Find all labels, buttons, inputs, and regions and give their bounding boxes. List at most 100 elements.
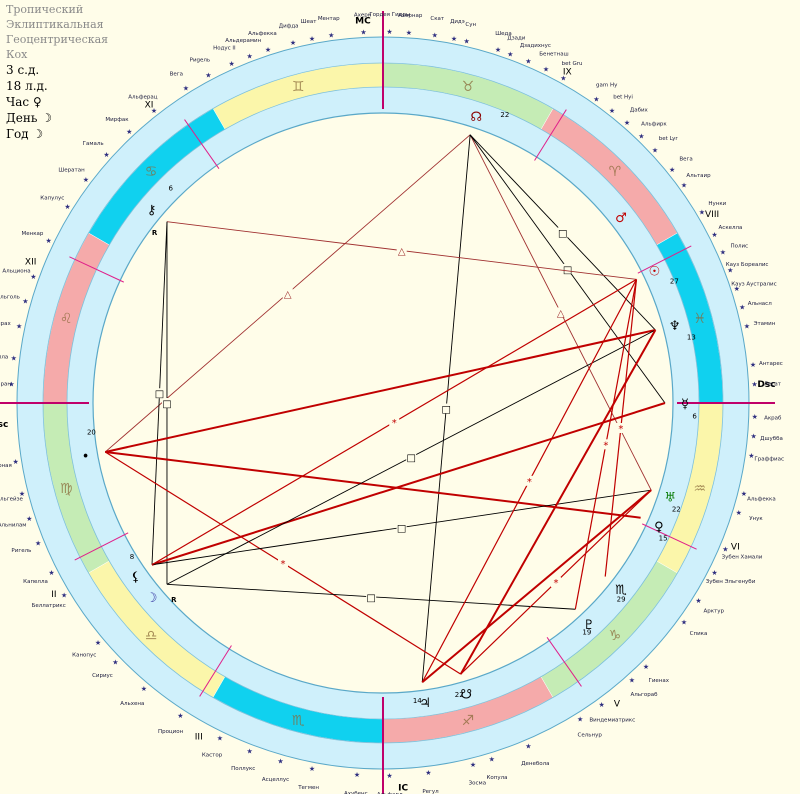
star-mark: ★ [669, 166, 675, 174]
star-label: Кастор [202, 753, 223, 759]
star-mark: ★ [183, 85, 189, 93]
star-label: Полярная [0, 463, 12, 469]
star-mark: ★ [752, 413, 758, 421]
house-cusps: AscIIIIIICVVIDscVIIIIXMCXIXII [0, 11, 776, 794]
star-label: Дшубба [760, 436, 783, 442]
star-mark: ★ [11, 355, 17, 363]
house-label-ic: IC [398, 783, 408, 793]
chiron-degree: 6 [168, 185, 173, 193]
planet-pluto: ♇19 [582, 618, 594, 637]
aspect-mark-bg [396, 245, 407, 256]
star-mark: ★ [126, 128, 132, 136]
star-label: Дидэ [450, 19, 465, 25]
chart-info-panel: Тропический Эклиптикальная Геоцентрическ… [6, 2, 108, 142]
house-cusp-v [546, 636, 582, 687]
star-label: Нодус II [213, 46, 236, 52]
star-mark: ★ [386, 28, 392, 36]
aspect-mark-square: □ [563, 265, 572, 276]
star-mark: ★ [750, 432, 756, 440]
star-label: Денебола [521, 761, 549, 767]
star-mark: ★ [577, 715, 583, 723]
star-label: Ахерн [354, 13, 372, 19]
star-label: Дзади [507, 36, 525, 42]
star-mark: ★ [406, 29, 412, 37]
sign-glyph-virgo: ♍ [60, 481, 73, 497]
star-mark: ★ [711, 231, 717, 239]
sign-glyph-aries: ♈ [609, 164, 622, 180]
star-mark: ★ [629, 676, 635, 684]
star-label: bet Gru [562, 61, 583, 67]
star-mark: ★ [12, 458, 18, 466]
star-mark: ★ [525, 742, 531, 750]
venus-glyph: ♀ [654, 520, 664, 535]
snode-glyph: ☋ [460, 687, 472, 702]
star-label: Альтаир [686, 173, 711, 179]
planet-lilith: ⚸8 [130, 553, 141, 585]
star-mark: ★ [525, 58, 531, 66]
star-mark: ★ [495, 46, 501, 54]
mc2-glyph: ♏ [615, 583, 627, 598]
star-mark: ★ [741, 490, 747, 498]
sign-glyph-libra: ♎ [145, 628, 158, 644]
star-label: Зубен Эльгенуби [706, 579, 756, 585]
star-label: Капулус [40, 195, 64, 201]
star-mark: ★ [727, 267, 733, 275]
star-label: Ригель [11, 548, 31, 554]
lilith-degree: 8 [130, 553, 134, 561]
star-label: Менкар [22, 231, 44, 237]
star-mark: ★ [593, 95, 599, 103]
zodiac-band: ♈ ♉ ♊ ♋ ♌ ♍ ♎ ♏ ♐ ♑ ♒ ♓ [42, 62, 724, 744]
star-label: Тегмен [297, 785, 319, 791]
planet-mars: ♂ [615, 211, 627, 226]
mercury-glyph: ☿ [681, 397, 689, 412]
sign-glyph-scorpio: ♏ [292, 713, 305, 729]
aspect-opposition-pt20-neptune [105, 329, 656, 453]
star-label: Альфекка [248, 31, 277, 37]
uranus-glyph: ♅ [664, 490, 676, 505]
star-label: Гиенах [648, 678, 669, 684]
star-label: Альфекка [747, 496, 776, 502]
chiron-glyph: ⚷ [147, 203, 157, 218]
star-label: Бенетнаш [539, 51, 568, 57]
aspect-mark-bg [154, 388, 165, 399]
sign-glyph-sagittarius: ♐ [462, 713, 475, 729]
star-label: Альфард [377, 792, 403, 794]
aspect-mark-bg [555, 307, 566, 318]
aspect-mark-square: □ [441, 405, 450, 416]
node-glyph: ☊ [471, 110, 483, 125]
house-label-xi: XI [145, 101, 154, 111]
planet-venus: ♀15 [654, 520, 667, 543]
planet-jupiter: ♃14 [413, 696, 431, 711]
star-mark: ★ [543, 66, 549, 74]
aspect-mark-bg [600, 439, 611, 450]
aspect-mark-bg [389, 417, 400, 428]
star-mark: ★ [309, 765, 315, 773]
star-label: Кауз Аустралис [731, 281, 776, 287]
house-label-mc: MC [355, 17, 371, 27]
star-mark: ★ [247, 53, 253, 61]
star-label: Шератан [58, 167, 85, 173]
star-label: Альгораб [630, 692, 658, 698]
aspect-mark-bg [615, 422, 626, 433]
aspect-mark-square: □ [406, 453, 415, 464]
house-cusp-xii [69, 256, 125, 283]
info-line-5: Год ☽ [6, 127, 44, 141]
neptune-glyph: ♆ [669, 319, 681, 334]
star-mark: ★ [739, 304, 745, 312]
star-label: Нунки [708, 201, 726, 207]
aspect-mark-minor: * [618, 424, 623, 435]
star-mark: ★ [699, 208, 705, 216]
planet-pt20: • 20 [82, 428, 96, 464]
neptune-degree: 13 [687, 333, 696, 341]
aspect-mark-minor: * [392, 418, 397, 429]
star-mark: ★ [48, 569, 54, 577]
star-mark: ★ [328, 32, 334, 40]
house-cusp-vi [641, 523, 697, 550]
star-mark: ★ [177, 712, 183, 720]
sign-glyph-gemini: ♊ [292, 79, 305, 95]
star-label: Сун [465, 22, 476, 28]
star-label: Ментар [318, 16, 340, 22]
aspect-mark-minor: * [281, 559, 286, 570]
star-label: Гордея Гидры [369, 12, 410, 18]
mercury-degree: 6 [692, 413, 697, 421]
